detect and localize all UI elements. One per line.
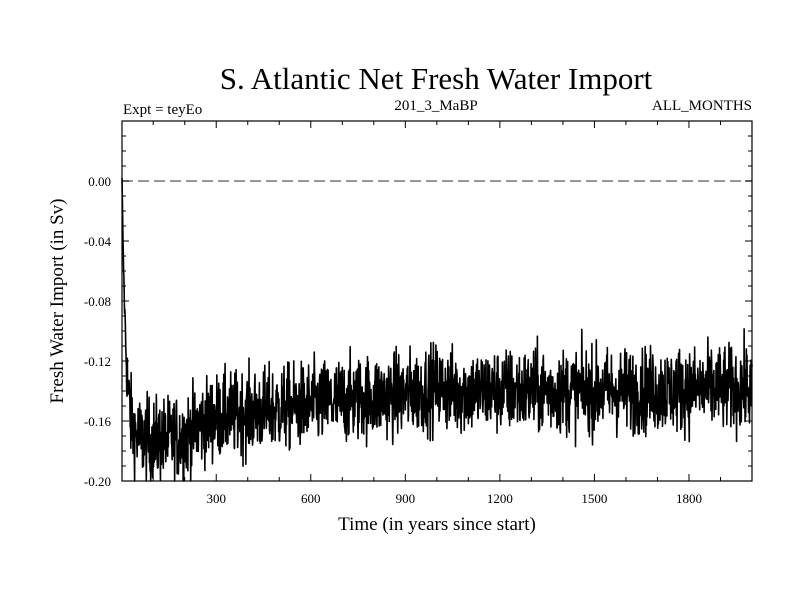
x-tick-label: 900: [396, 491, 416, 506]
run-label: 201_3_MaBP: [394, 98, 477, 114]
y-tick-label: -0.12: [84, 354, 111, 369]
y-tick-label: -0.08: [84, 294, 111, 309]
x-axis: 300 600 900 1200 1500 1800: [152, 121, 721, 506]
y-tick-label: 0.00: [88, 174, 111, 189]
y-axis: 0.00 -0.04 -0.08 -0.12 -0.16 -0.20: [84, 120, 752, 489]
fresh-water-series-line: [121, 177, 753, 482]
x-tick-label: 1200: [487, 491, 513, 506]
x-tick-label: 300: [206, 491, 226, 506]
experiment-label: Expt = teyEo: [123, 102, 202, 118]
y-tick-label: -0.20: [84, 474, 111, 489]
x-tick-label: 1800: [676, 491, 702, 506]
y-axis-label: Fresh Water Import (in Sv): [47, 199, 68, 404]
x-axis-label: Time (in years since start): [338, 514, 536, 535]
x-tick-label: 600: [301, 491, 321, 506]
months-label: ALL_MONTHS: [652, 98, 752, 114]
y-tick-label: -0.04: [84, 234, 112, 249]
y-tick-label: -0.16: [84, 414, 112, 429]
x-tick-label: 1500: [581, 491, 607, 506]
chart-title: S. Atlantic Net Fresh Water Import: [220, 61, 653, 96]
